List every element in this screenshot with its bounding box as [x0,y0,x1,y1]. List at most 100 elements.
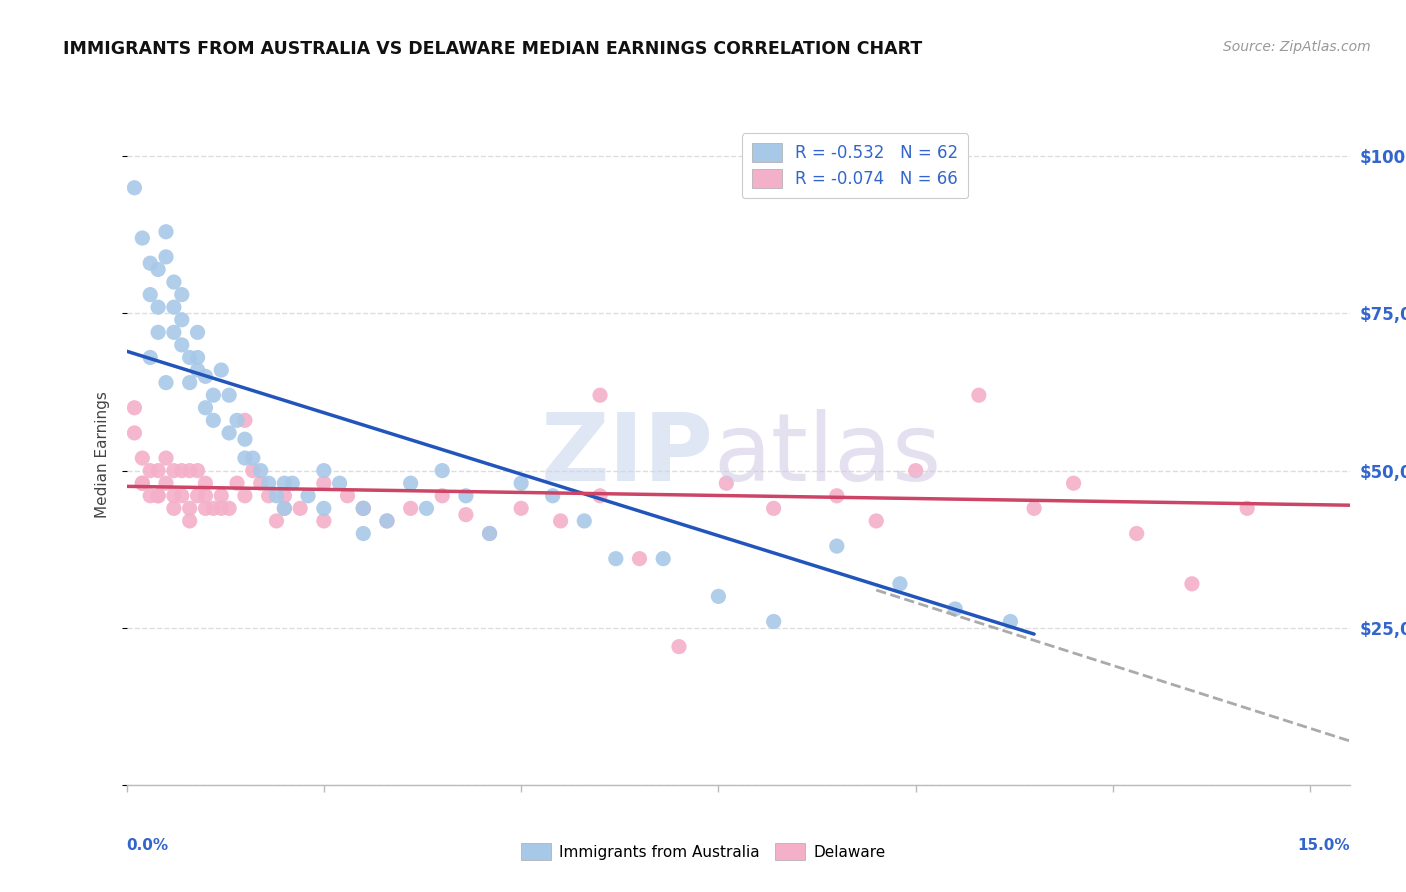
Point [454,508,477,522]
Legend: Immigrants from Australia, Delaware: Immigrants from Australia, Delaware [515,837,891,866]
Point [589,489,612,503]
Point [131,476,153,491]
Point [352,526,374,541]
Point [131,476,153,491]
Point [202,388,225,402]
Point [124,401,146,415]
Text: IMMIGRANTS FROM AUSTRALIA VS DELAWARE MEDIAN EARNINGS CORRELATION CHART: IMMIGRANTS FROM AUSTRALIA VS DELAWARE ME… [63,40,922,58]
Point [541,489,564,503]
Point [352,501,374,516]
Point [352,501,374,516]
Point [209,489,232,503]
Point [967,388,990,402]
Point [233,489,256,503]
Point [179,464,201,478]
Point [218,388,240,402]
Point [187,326,209,340]
Point [1236,501,1258,516]
Point [510,501,533,516]
Point [1022,501,1045,516]
Point [889,576,911,591]
Point [146,326,169,340]
Point [1125,526,1147,541]
Point [170,287,193,301]
Point [124,425,146,440]
Point [375,514,398,528]
Y-axis label: Median Earnings: Median Earnings [94,392,110,518]
Point [226,476,249,491]
Point [288,501,311,516]
Point [716,476,738,491]
Point [399,476,422,491]
Point [281,476,304,491]
Point [139,489,162,503]
Point [146,489,169,503]
Point [131,231,153,245]
Point [194,401,217,415]
Point [194,501,217,516]
Point [163,464,186,478]
Point [668,640,690,654]
Point [155,376,177,390]
Point [146,464,169,478]
Point [762,501,785,516]
Point [312,501,335,516]
Point [432,489,454,503]
Point [187,489,209,503]
Point [242,464,264,478]
Point [312,514,335,528]
Point [273,476,295,491]
Point [628,551,651,566]
Point [202,501,225,516]
Point [233,413,256,427]
Point [257,489,280,503]
Point [273,489,295,503]
Point [163,489,186,503]
Text: 0.0%: 0.0% [127,838,169,854]
Point [155,225,177,239]
Point [170,312,193,326]
Point [233,451,256,466]
Point [179,376,201,390]
Point [242,451,264,466]
Point [904,464,927,478]
Point [589,388,612,402]
Point [155,476,177,491]
Point [146,489,169,503]
Point [179,514,201,528]
Point [218,425,240,440]
Point [297,489,319,503]
Point [139,464,162,478]
Point [943,602,966,616]
Point [194,476,217,491]
Point [825,539,848,553]
Point [187,464,209,478]
Point [707,590,730,604]
Point [478,526,501,541]
Point [550,514,572,528]
Point [399,501,422,516]
Point [209,363,232,377]
Point [146,300,169,314]
Point [312,476,335,491]
Point [266,514,288,528]
Point [1000,615,1022,629]
Point [266,489,288,503]
Point [273,501,295,516]
Point [155,451,177,466]
Legend: R = -0.532   N = 62, R = -0.074   N = 66: R = -0.532 N = 62, R = -0.074 N = 66 [742,133,969,198]
Point [139,351,162,365]
Point [1181,576,1204,591]
Point [605,551,627,566]
Point [352,501,374,516]
Point [336,489,359,503]
Point [179,501,201,516]
Point [762,615,785,629]
Text: atlas: atlas [714,409,942,501]
Point [131,451,153,466]
Point [124,180,146,194]
Point [825,489,848,503]
Point [202,413,225,427]
Point [194,369,217,384]
Point [163,501,186,516]
